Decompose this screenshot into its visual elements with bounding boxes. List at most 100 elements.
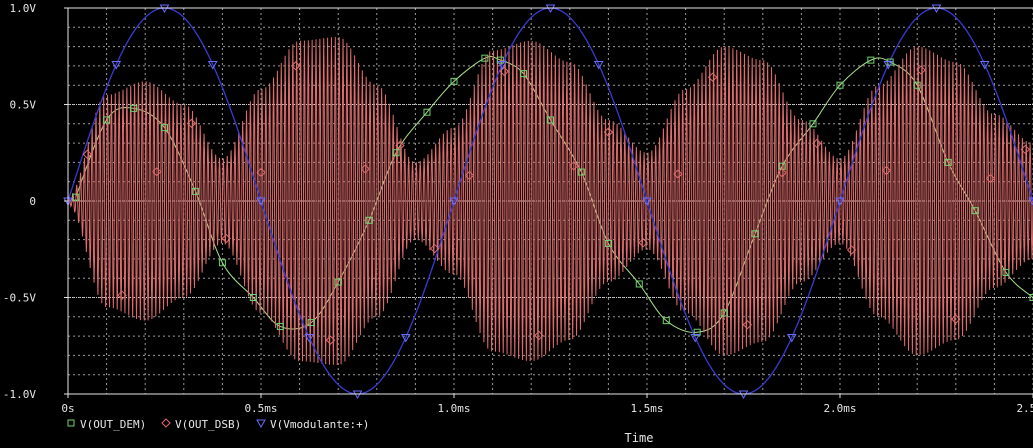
- y-tick-label: 1.0V: [10, 2, 37, 15]
- series-v-out-dsb-marker: [603, 127, 614, 137]
- legend-v-out-dem-marker: [67, 419, 75, 427]
- series-v-out-dsb-marker: [395, 140, 405, 151]
- series-v-out-dsb-marker: [568, 161, 579, 171]
- series-v-out-dsb-marker: [186, 118, 197, 129]
- series-v-vmodulante-marker: [593, 61, 604, 70]
- series-v-out-dsb-marker: [916, 65, 926, 75]
- series-v-out-dem-marker: [971, 207, 979, 215]
- legend-v-out-dem-label: V(OUT_DEM): [80, 418, 146, 431]
- series-v-vmodulante-marker: [111, 61, 122, 70]
- series-v-out-dem-marker: [720, 309, 728, 317]
- series-v-out-dsb-line: [67, 36, 1033, 366]
- series-v-out-dem-marker: [635, 280, 643, 288]
- legend-v-vmodulante-label: V(Vmodulante:+): [270, 418, 369, 431]
- series-v-out-dem-marker: [1002, 268, 1010, 276]
- legend-v-out-dsb: V(OUT_DSB): [161, 418, 241, 431]
- series-v-vmodulante-marker: [979, 61, 990, 70]
- series-v-vmodulante-marker: [304, 333, 315, 343]
- series-v-out-dsb-marker: [707, 72, 718, 82]
- series-v-out-dem-marker: [218, 259, 226, 267]
- series-v-out-dem-marker: [519, 70, 527, 78]
- y-tick-label: -1.0V: [3, 388, 36, 401]
- series-v-out-dem-marker: [450, 77, 458, 85]
- series-v-out-dsb-marker: [777, 167, 787, 178]
- series-v-out-dem-marker: [481, 54, 489, 62]
- series-v-vmodulante-marker: [207, 61, 218, 70]
- legend-v-out-dsb-label: V(OUT_DSB): [175, 418, 241, 431]
- markers-layer: [63, 4, 1033, 400]
- series-v-out-dem-marker: [496, 56, 504, 64]
- y-tick-label: 0: [29, 195, 36, 208]
- series-v-out-dem-marker: [276, 322, 284, 330]
- series-v-vmodulante-marker: [497, 61, 508, 70]
- series-v-out-dsb-marker: [1020, 144, 1030, 155]
- series-v-out-dsb-marker: [429, 243, 440, 254]
- legend-v-out-dem: V(OUT_DEM): [67, 418, 146, 431]
- series-v-out-dsb-marker: [464, 170, 475, 181]
- series-v-out-dsb-marker: [985, 173, 996, 184]
- series-v-out-dem-marker: [867, 56, 875, 64]
- y-tick-label: -0.5V: [3, 292, 36, 305]
- series-v-out-dem-marker: [547, 116, 554, 124]
- series-v-vmodulante-marker: [1028, 197, 1033, 207]
- series-v-out-dsb-marker: [325, 335, 336, 345]
- series-v-out-dem-marker: [836, 81, 844, 89]
- legend: V(OUT_DEM) V(OUT_DSB) V(Vmodulante:+): [67, 418, 369, 431]
- series-v-out-dsb-marker: [499, 66, 509, 77]
- series-v-vmodulante-marker: [835, 197, 845, 207]
- series-v-vmodulante-marker: [883, 61, 894, 70]
- series-v-vmodulante-marker: [690, 333, 701, 343]
- y-tick-label: 0.5V: [10, 99, 37, 112]
- series-v-out-dsb-marker: [256, 167, 266, 178]
- series-v-out-dsb-marker: [846, 245, 857, 255]
- series-v-out-dem-marker: [130, 104, 138, 112]
- series-v-out-dem-marker: [944, 158, 952, 166]
- series-v-out-dsb-marker: [951, 314, 961, 324]
- series-v-out-dsb-marker: [117, 290, 127, 300]
- series-v-out-dem-marker: [693, 328, 701, 336]
- series-v-out-dsb-marker: [360, 164, 370, 174]
- series-v-out-dem-marker: [161, 124, 168, 132]
- series-v-out-dsb-marker: [221, 233, 231, 244]
- legend-v-vmodulante: V(Vmodulante:+): [256, 418, 369, 431]
- series-v-out-dsb-marker: [881, 165, 892, 176]
- series-v-vmodulante-marker: [400, 333, 411, 343]
- series-v-out-dsb-marker: [82, 149, 93, 159]
- series-v-out-dem-marker: [392, 149, 400, 157]
- legend-v-out-dsb-marker: [161, 418, 171, 428]
- series-v-out-dem-marker: [577, 168, 585, 176]
- series-v-out-dem-marker: [1029, 294, 1033, 301]
- series-v-vmodulante-marker: [449, 197, 459, 207]
- x-tick-label: 2.5ms: [1016, 402, 1033, 415]
- series-v-vmodulante-marker: [642, 197, 652, 207]
- series-v-vmodulante-marker: [786, 333, 797, 343]
- x-axis-label: Time: [625, 431, 654, 445]
- x-tick-label: 0s: [61, 402, 74, 415]
- x-tick-label: 0.5ms: [244, 402, 277, 415]
- series-v-out-dsb-marker: [534, 330, 544, 341]
- series-v-out-dem-marker: [72, 193, 80, 201]
- series-v-out-dsb-marker: [673, 169, 683, 179]
- series-v-out-dem-marker: [913, 81, 921, 89]
- x-tick-label: 1.5ms: [630, 402, 663, 415]
- x-tick-label: 1.0ms: [437, 402, 470, 415]
- series-v-out-dem-marker: [191, 187, 199, 195]
- series-v-out-dsb-marker: [152, 166, 162, 177]
- series-v-out-dem-marker: [751, 230, 759, 238]
- series-v-vmodulante-marker: [256, 197, 266, 207]
- series-v-out-dem-marker: [809, 120, 817, 128]
- x-tick-label: 2.0ms: [823, 402, 856, 415]
- series-v-out-dem-marker: [423, 108, 431, 116]
- series-v-out-dem-marker: [662, 317, 670, 325]
- series-v-out-dem-marker: [334, 278, 342, 286]
- tick-labels: 1.0V 0.5V 0 -0.5V -1.0V 0s 0.5ms 1.0ms 1.5ms 2.0m…: [3, 2, 1033, 415]
- series-v-out-dsb-marker: [291, 61, 301, 71]
- series-v-out-dem-marker: [103, 116, 111, 124]
- series-v-out-dem-marker: [604, 239, 612, 247]
- series-v-out-dem-marker: [307, 319, 315, 327]
- legend-v-vmodulante-marker: [256, 419, 266, 429]
- series-v-out-dem-marker: [365, 216, 373, 224]
- series-v-out-dsb-marker: [742, 320, 753, 330]
- series-v-out-dsb-marker: [638, 237, 648, 248]
